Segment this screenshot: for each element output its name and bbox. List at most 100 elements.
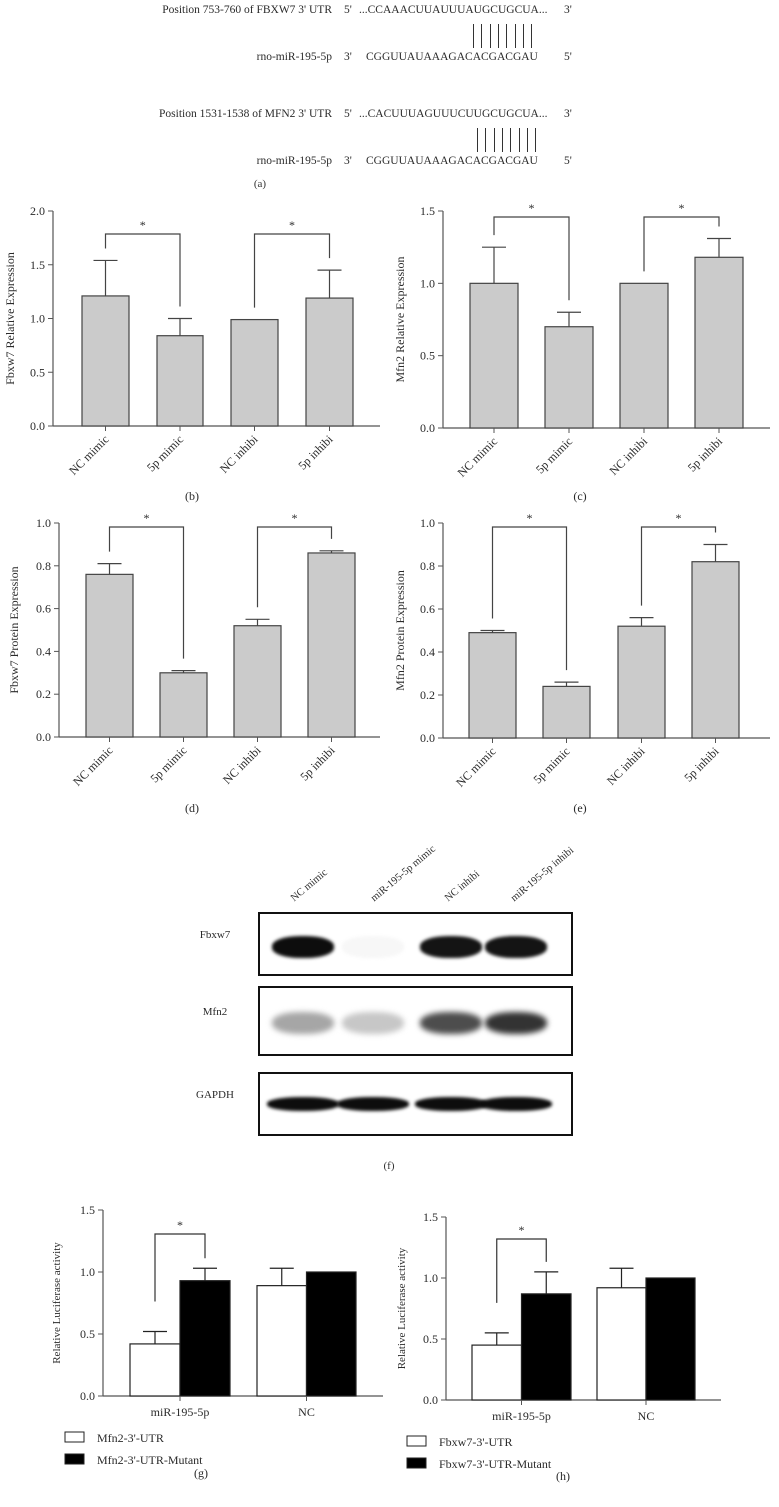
significance-star: * (676, 511, 682, 525)
blot-gapdh (258, 1072, 573, 1136)
x-tick-label: 5p inhibi (685, 434, 726, 475)
pairing-line (481, 24, 483, 48)
panel-label-f: (f) (383, 1160, 395, 1172)
bar (305, 297, 354, 427)
y-tick-label: 0.0 (420, 421, 435, 435)
y-tick-label: 0.2 (36, 687, 51, 701)
chart-fbxw7-luciferase: 0.0 0.5 1.0 1.5 Relative Luciferase activity… (396, 1210, 721, 1483)
bar (159, 672, 208, 738)
x-tick-label: 5p inhibi (681, 744, 722, 785)
protein-band (272, 1012, 334, 1034)
bar (471, 1344, 523, 1401)
significance-bracket (108, 526, 185, 659)
legend-swatch (406, 1435, 427, 1447)
y-tick-label: 0.4 (36, 644, 51, 658)
mfn2-utr-sequence: ...CACUUUAGUUUCUUGCUGCUA... (359, 108, 548, 120)
chart-fbxw7-relative-expression: 0.0 0.5 1.0 1.5 2.0 Fbxw7 Relative Expression… (3, 204, 380, 503)
bar (468, 632, 517, 739)
significance-bracket (640, 526, 717, 606)
x-tick-label: miR-195-5p (151, 1405, 210, 1419)
x-tick-label: NC inhibi (217, 432, 261, 476)
x-tick-label: NC (638, 1409, 655, 1423)
lane-label: NC inhibi (442, 868, 482, 904)
y-tick-label: 1.5 (420, 204, 435, 218)
mfn2-utr-label: Position 1531-1538 of MFN2 3' UTR (159, 108, 332, 120)
blot-mfn2 (258, 986, 573, 1056)
pairing-line (518, 128, 520, 152)
legend-swatch (64, 1431, 85, 1443)
bar (305, 1271, 357, 1397)
x-tick-label: NC inhibi (607, 434, 651, 478)
legend-label: Mfn2-3'-UTR (97, 1431, 164, 1445)
protein-band (485, 1012, 547, 1034)
y-tick-label: 2.0 (30, 204, 45, 218)
y-tick-label: 1.5 (423, 1210, 438, 1224)
x-tick-label: NC mimic (453, 744, 498, 789)
significance-bracket (253, 233, 331, 308)
legend-swatch (406, 1457, 427, 1469)
mirna-label-1: rno-miR-195-5p (256, 51, 332, 63)
pairing-line (510, 128, 512, 152)
base-pairing-lines-mfn2 (477, 128, 539, 152)
pairing-line (514, 24, 516, 48)
bar (619, 282, 669, 429)
pairing-line (485, 128, 487, 152)
y-tick-label: 0.5 (80, 1327, 95, 1341)
y-tick-label: 1.0 (80, 1265, 95, 1279)
protein-band (342, 936, 404, 958)
protein-band (485, 936, 547, 958)
bar (230, 318, 279, 427)
x-tick-label: 5p mimic (530, 744, 572, 786)
blot-label-mfn2: Mfn2 (202, 1006, 228, 1018)
protein-band (415, 1097, 487, 1111)
pairing-line (522, 24, 524, 48)
mirna-2-3prime: 3' (344, 155, 352, 167)
fbxw7-utr-label: Position 753-760 of FBXW7 3' UTR (162, 4, 332, 16)
y-tick-label: 0.4 (420, 645, 435, 659)
mirna-1-sequence: CGGUUAUAAAGACACGACGAU (366, 51, 538, 63)
pairing-line (477, 128, 478, 152)
chart-mfn2-protein-expression: 0.0 0.2 0.4 0.6 0.8 1.0 Mfn2 Protein Expressio… (393, 511, 770, 815)
significance-bracket (256, 526, 333, 608)
x-tick-label: NC mimic (70, 743, 115, 788)
bar (179, 1280, 231, 1397)
protein-band (272, 936, 334, 958)
mfn2-utr-5prime: 5' (344, 108, 352, 120)
mfn2-utr-3prime: 3' (564, 108, 572, 120)
panel-label: (g) (194, 1466, 208, 1480)
x-tick-label: NC mimic (455, 434, 500, 479)
bar (645, 1277, 696, 1401)
x-tick-label: 5p inhibi (295, 432, 336, 473)
blot-label-fbxw7: Fbxw7 (199, 929, 231, 941)
x-tick-label: NC inhibi (604, 744, 648, 788)
significance-bracket (496, 1238, 547, 1303)
significance-star: * (527, 511, 533, 525)
x-tick-label: 5p mimic (533, 434, 575, 476)
bar (596, 1287, 647, 1401)
panel-label: (d) (185, 801, 199, 815)
bar (85, 573, 134, 738)
chart-fbxw7-protein-expression: 0.0 0.2 0.4 0.6 0.8 1.0 Fbxw7 Protein Expressi… (7, 511, 380, 815)
y-tick-label: 1.0 (30, 312, 45, 326)
y-tick-label: 0.6 (36, 602, 51, 616)
y-axis-label: Relative Luciferase activity (396, 1247, 408, 1369)
panel-label: (b) (185, 489, 199, 503)
pairing-line (501, 128, 503, 152)
significance-bracket (104, 233, 181, 307)
pairing-line (526, 128, 528, 152)
bar (520, 1293, 572, 1401)
mirna-label-2: rno-miR-195-5p (256, 155, 332, 167)
y-tick-label: 1.0 (423, 1271, 438, 1285)
fbxw7-utr-3prime: 3' (564, 4, 572, 16)
y-tick-label: 1.0 (36, 516, 51, 530)
protein-band (480, 1097, 552, 1111)
y-tick-label: 0.5 (30, 365, 45, 379)
significance-star: * (679, 201, 685, 215)
protein-band (337, 1097, 409, 1111)
significance-star: * (140, 218, 146, 232)
protein-band (267, 1097, 339, 1111)
y-tick-label: 0.5 (423, 1332, 438, 1346)
bar (469, 282, 519, 429)
pairing-line (493, 128, 495, 152)
x-tick-label: 5p mimic (147, 743, 189, 785)
